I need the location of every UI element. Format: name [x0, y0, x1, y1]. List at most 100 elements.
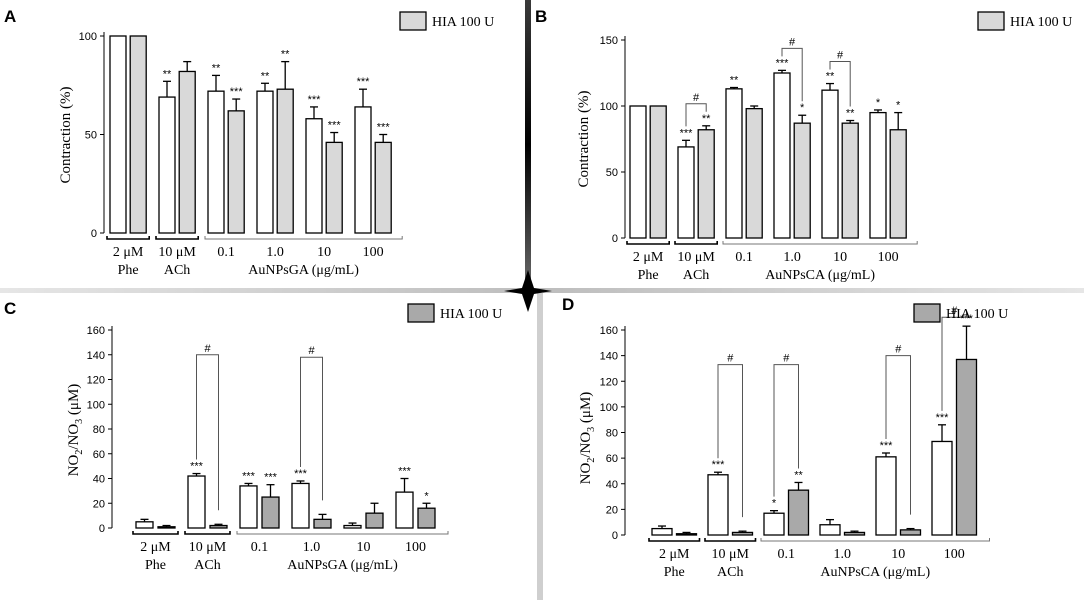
panel-c-bar — [395, 491, 414, 529]
vertical-divider-top — [525, 0, 531, 290]
panel-a-bar — [325, 141, 343, 234]
panel-c-ytick-label: 40 — [93, 474, 105, 486]
panel-a-significance: *** — [230, 86, 244, 98]
panel-b-bar — [773, 72, 791, 239]
panel-c-significance: *** — [242, 470, 256, 482]
panel-d-concentration-label: 100 — [944, 547, 965, 562]
panel-d-y-label-part: (μM) — [578, 392, 594, 427]
panel-b-legend-swatch — [977, 11, 1005, 31]
panel-d-group-bracket — [704, 538, 757, 542]
panel-d-significance: *** — [936, 412, 950, 424]
panel-b-concentration-label: 1.0 — [783, 250, 801, 265]
panel-d-hash-label: # — [895, 344, 902, 356]
panel-b-bar — [793, 122, 811, 239]
panel-d-bar — [955, 358, 978, 536]
panel-d-group-label-line1: 2 μM — [659, 547, 690, 562]
panel-d-significance: *** — [960, 313, 974, 325]
panel-b-group-label-line1: 10 μM — [677, 250, 715, 265]
panel-b-compound-label: AuNPsCA (μg/mL) — [765, 268, 875, 283]
panel-b-group-label-line2: ACh — [683, 268, 709, 283]
panel-a-bar — [207, 90, 225, 234]
panel-d-y-label-part: 2 — [586, 458, 597, 463]
panel-d-compound-label: AuNPsCA (μg/mL) — [820, 565, 930, 580]
panel-b-significance: *** — [776, 57, 790, 69]
panel-b-significance: ** — [730, 75, 739, 87]
panel-d-ytick-label: 0 — [612, 530, 618, 542]
panel-c-significance: *** — [398, 466, 412, 478]
panel-b-concentration-label: 10 — [833, 250, 847, 265]
panel-c-group-label-line1: 10 μM — [189, 540, 227, 555]
panel-b-bar — [745, 107, 763, 239]
panel-c-significance: *** — [294, 468, 308, 480]
panel-c-ytick-label: 160 — [87, 325, 105, 337]
panel-c-legend-swatch — [407, 303, 435, 323]
panel-b-hash-label: # — [789, 36, 796, 48]
panel-a-legend-swatch — [399, 11, 427, 31]
panel-b-significance: *** — [680, 127, 694, 139]
panel-d-ytick-label: 40 — [606, 479, 618, 491]
panel-a-bar — [158, 96, 176, 234]
panel-d-group-bracket — [648, 538, 701, 542]
panel-b-bar — [821, 89, 839, 239]
panel-c-ytick-label: 80 — [93, 424, 105, 436]
panel-d-significance: * — [772, 498, 777, 510]
panel-a-ytick-label: 50 — [85, 130, 97, 142]
panel-b-significance: ** — [826, 71, 835, 83]
panel-d-concentration-label: 10 — [891, 547, 905, 562]
panel-b-significance: ** — [702, 113, 711, 125]
panel-d-group-label-line2: ACh — [717, 565, 743, 580]
panel-b-bar — [629, 105, 647, 239]
panel-a-ytick-label: 100 — [79, 31, 97, 43]
panel-c-y-label-part: 3 — [74, 419, 85, 424]
panel-a-legend-label: HIA 100 U — [432, 15, 494, 30]
panel-a-concentration-label: 10 — [317, 245, 331, 260]
panel-b-bar — [649, 105, 667, 239]
panel-d-significance: ** — [794, 469, 803, 481]
panel-d-hash-label: # — [783, 353, 790, 365]
panel-d-legend-swatch — [913, 303, 941, 323]
panel-a-compound-label: AuNPsGA (μg/mL) — [248, 263, 359, 278]
panel-d-y-label-part: /NO — [578, 432, 594, 458]
panel-c-ytick-label: 120 — [87, 375, 105, 387]
panel-d-hash-bracket — [773, 364, 799, 497]
panel-a-significance: *** — [357, 76, 371, 88]
panel-c-y-label-part: /NO — [66, 424, 82, 450]
panel-d-bar — [731, 531, 754, 536]
panel-b-significance: * — [800, 102, 805, 114]
panel-b-significance: * — [896, 100, 901, 112]
panel-b-hash-label: # — [693, 92, 700, 104]
panel-d-ytick-label: 60 — [606, 453, 618, 465]
panel-d-group-label-line1: 10 μM — [712, 547, 750, 562]
panel-a-group-bracket — [155, 236, 199, 240]
panel-a-significance: *** — [308, 94, 322, 106]
panel-c-compound-label: AuNPsGA (μg/mL) — [287, 558, 398, 573]
panel-a-ytick-label: 0 — [91, 228, 97, 240]
panel-d-hash-bracket — [941, 312, 967, 411]
divider-star — [504, 270, 552, 312]
panel-d-bar — [675, 533, 698, 536]
panel-d-ytick-label: 100 — [600, 402, 618, 414]
panel-c-significance: *** — [190, 461, 204, 473]
panel-a-bar — [227, 110, 245, 234]
panel-d-bar — [787, 489, 810, 536]
panel-b-bar — [697, 129, 715, 239]
panel-b-group-label-line2: Phe — [638, 268, 659, 283]
panel-d-hash-bracket — [885, 355, 911, 515]
panel-d-bar — [651, 527, 673, 536]
panel-c-group-bracket — [132, 531, 179, 535]
panel-c-group-bracket — [184, 531, 231, 535]
panel-a-group-bracket — [106, 236, 150, 240]
panel-a-concentration-label: 1.0 — [266, 245, 284, 260]
vertical-divider-bottom — [537, 292, 543, 600]
panel-b-ytick-label: 50 — [606, 167, 618, 179]
panel-a-significance: *** — [377, 122, 391, 134]
panel-c-ytick-label: 100 — [87, 399, 105, 411]
panel-d-legend-label: HIA 100 U — [946, 307, 1008, 322]
panel-c-group-label-line2: ACh — [194, 558, 220, 573]
panel-d-significance: *** — [880, 440, 894, 452]
panel-a-bar — [178, 70, 196, 234]
panel-c-bar — [157, 526, 176, 529]
panel-a-significance: ** — [163, 68, 172, 80]
panel-a-bar — [109, 35, 127, 234]
panel-c-bar — [291, 482, 310, 529]
